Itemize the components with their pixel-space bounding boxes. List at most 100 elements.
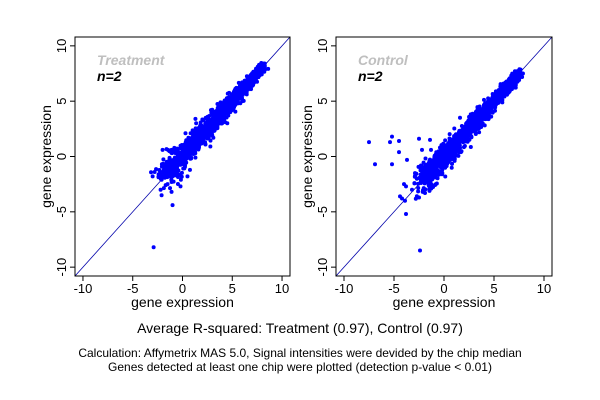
control-point: [445, 157, 450, 162]
control-point: [432, 163, 437, 168]
control-outlier-point: [417, 195, 421, 200]
control-x-tick-label: -5: [388, 281, 400, 296]
treatment-outlier-point: [152, 169, 157, 174]
treatment-point: [247, 77, 252, 82]
control-point: [485, 116, 490, 121]
control-point: [424, 178, 429, 183]
treatment-point: [194, 141, 199, 146]
treatment-outlier-point: [159, 193, 164, 198]
treatment-outlier-point: [169, 147, 174, 152]
treatment-point: [173, 151, 178, 156]
control-outlier-point: [404, 184, 408, 189]
control-point: [435, 162, 440, 167]
control-point: [433, 172, 438, 177]
treatment-y-tick-label: -10: [54, 258, 69, 277]
treatment-outlier-point: [193, 155, 198, 160]
control-point: [436, 168, 441, 173]
control-point: [469, 134, 474, 139]
control-point: [416, 189, 421, 194]
control-point: [475, 113, 480, 118]
treatment-point: [175, 181, 180, 186]
control-point: [483, 111, 488, 116]
treatment-outlier-point: [193, 116, 198, 121]
treatment-y-tick-label: -5: [54, 206, 69, 218]
control-panel-title: Control: [358, 52, 409, 68]
treatment-x-axis-label: gene expression: [131, 294, 234, 310]
control-point: [490, 103, 495, 108]
control-point: [416, 185, 421, 190]
control-outlier-point: [404, 212, 408, 217]
treatment-point: [237, 83, 242, 88]
treatment-point: [178, 145, 183, 150]
control-y-axis-label: gene expression: [299, 105, 315, 208]
treatment-point: [244, 74, 249, 79]
control-point: [429, 186, 434, 191]
control-point: [480, 117, 485, 122]
treatment-point: [149, 170, 154, 175]
treatment-point: [159, 173, 164, 178]
control-point: [461, 136, 466, 141]
treatment-point: [201, 118, 206, 123]
control-point: [471, 124, 476, 129]
treatment-point: [234, 91, 239, 96]
control-point: [426, 171, 431, 176]
treatment-point: [208, 138, 213, 143]
control-x-axis-label: gene expression: [393, 294, 496, 310]
control-y-tick-label: -10: [315, 258, 330, 277]
treatment-point: [250, 75, 255, 80]
control-outlier-point: [413, 171, 417, 176]
treatment-point: [220, 109, 225, 114]
treatment-point: [177, 151, 182, 156]
treatment-outlier-point: [200, 137, 205, 142]
control-point: [416, 181, 421, 186]
control-point: [428, 180, 433, 185]
treatment-point: [164, 147, 169, 152]
treatment-point: [185, 151, 190, 156]
control-outlier-point: [388, 140, 392, 145]
treatment-point: [230, 95, 235, 100]
treatment-point: [244, 81, 249, 86]
treatment-outlier-point: [165, 182, 170, 187]
treatment-point: [207, 114, 212, 119]
control-point: [490, 110, 495, 115]
treatment-point: [171, 179, 176, 184]
control-outlier-point: [397, 139, 401, 144]
treatment-point: [242, 87, 247, 92]
control-x-tick-label: 10: [537, 281, 551, 296]
treatment-point: [204, 117, 209, 122]
control-point: [513, 85, 518, 90]
control-point: [437, 150, 442, 155]
control-point: [423, 187, 428, 192]
r-squared-summary: Average R-squared: Treatment (0.97), Con…: [137, 320, 463, 336]
control-point: [456, 153, 461, 158]
treatment-x-tick-label: -10: [74, 281, 93, 296]
control-outlier-point: [417, 136, 421, 141]
treatment-point: [192, 146, 197, 151]
treatment-point: [261, 65, 266, 70]
control-point: [423, 156, 428, 161]
treatment-point: [220, 114, 225, 119]
treatment-point: [227, 90, 232, 95]
control-point: [420, 175, 425, 180]
control-point: [507, 81, 512, 86]
control-point: [492, 99, 497, 104]
treatment-point: [217, 113, 222, 118]
treatment-point: [210, 124, 215, 129]
control-point: [443, 138, 448, 143]
treatment-point: [197, 145, 202, 150]
control-point: [452, 146, 457, 151]
control-point: [462, 139, 467, 144]
treatment-y-axis-label: gene expression: [38, 105, 54, 208]
control-point: [486, 105, 491, 110]
treatment-point: [244, 92, 249, 97]
control-point: [471, 114, 476, 119]
control-outlier-point: [418, 248, 422, 253]
treatment-point: [233, 109, 238, 114]
treatment-point: [164, 159, 169, 164]
control-point: [511, 79, 516, 84]
control-point: [461, 129, 466, 134]
treatment-point: [163, 163, 168, 168]
treatment-panel-title: Treatment: [97, 52, 166, 68]
control-point: [459, 149, 464, 154]
treatment-point: [250, 83, 255, 88]
